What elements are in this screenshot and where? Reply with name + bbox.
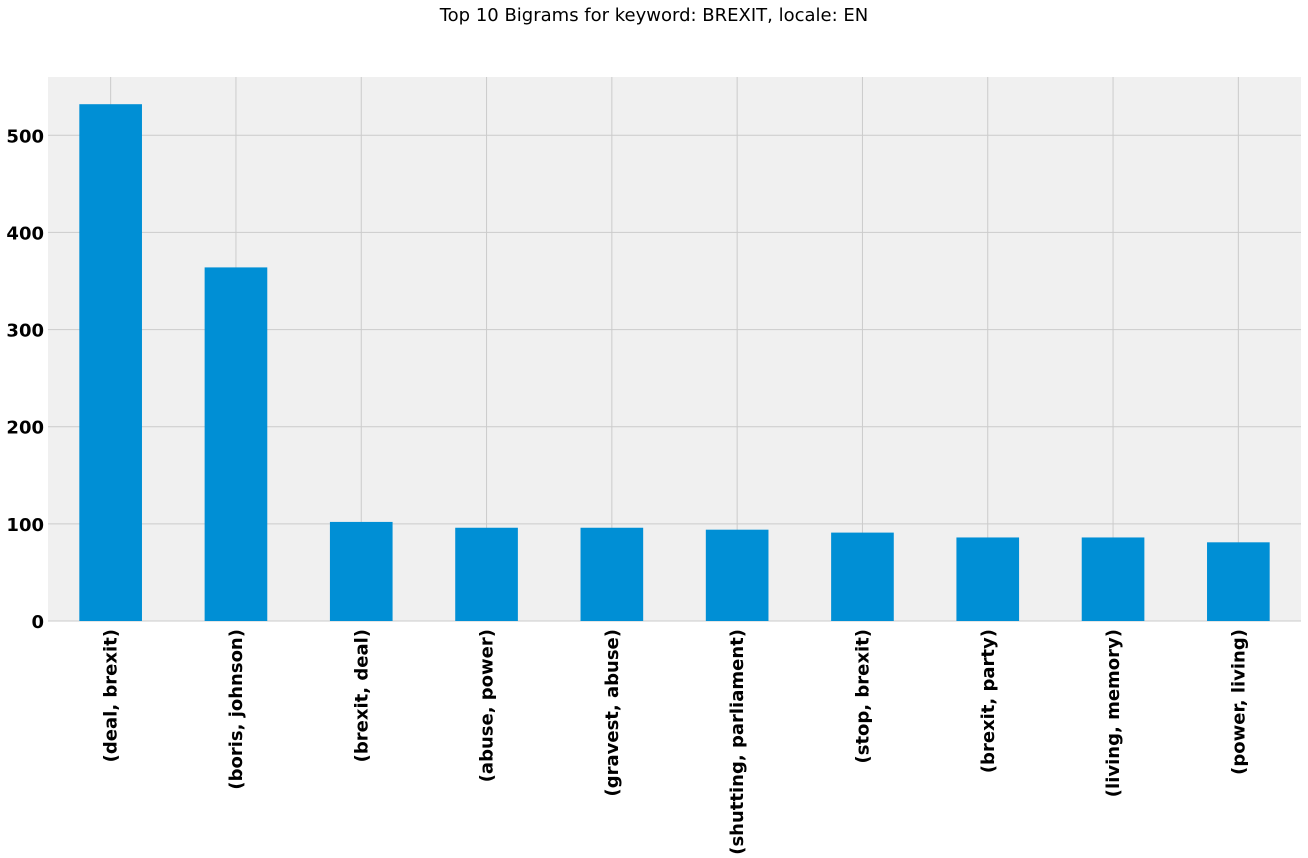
chart-title: Top 10 Bigrams for keyword: BREXIT, loca… <box>439 5 869 26</box>
bar <box>956 537 1020 621</box>
bars <box>79 104 1270 621</box>
x-tick-label: (power, living) <box>1228 629 1249 775</box>
x-tick-label: (brexit, party) <box>978 629 999 773</box>
x-tick-label: (shutting, parliament) <box>727 629 748 855</box>
y-tick-label: 500 <box>6 126 44 147</box>
x-tick-label: (living, memory) <box>1103 629 1124 797</box>
y-tick-label: 0 <box>31 612 44 633</box>
x-tick-label: (stop, brexit) <box>852 629 873 763</box>
y-tick-label: 100 <box>6 515 44 536</box>
bar <box>79 104 142 621</box>
x-axis-tick-labels: (deal, brexit) (boris, johnson) (brexit, d… <box>101 629 1250 855</box>
x-tick-label: (abuse, power) <box>477 629 498 782</box>
x-tick-label: (deal, brexit) <box>101 629 122 762</box>
y-tick-label: 400 <box>6 223 44 244</box>
bar <box>705 529 769 621</box>
bar <box>204 267 268 621</box>
bar <box>1207 542 1270 621</box>
y-tick-label: 300 <box>6 321 44 342</box>
bar <box>329 521 393 621</box>
bar <box>455 527 518 621</box>
y-tick-label: 200 <box>6 418 44 439</box>
bar <box>1081 537 1145 621</box>
bar <box>580 527 644 621</box>
bar <box>831 532 894 621</box>
y-axis-tick-labels: 0 100 200 300 400 500 <box>6 126 44 633</box>
x-tick-label: (gravest, abuse) <box>602 629 623 797</box>
x-tick-label: (boris, johnson) <box>226 629 247 790</box>
x-tick-label: (brexit, deal) <box>351 629 372 762</box>
